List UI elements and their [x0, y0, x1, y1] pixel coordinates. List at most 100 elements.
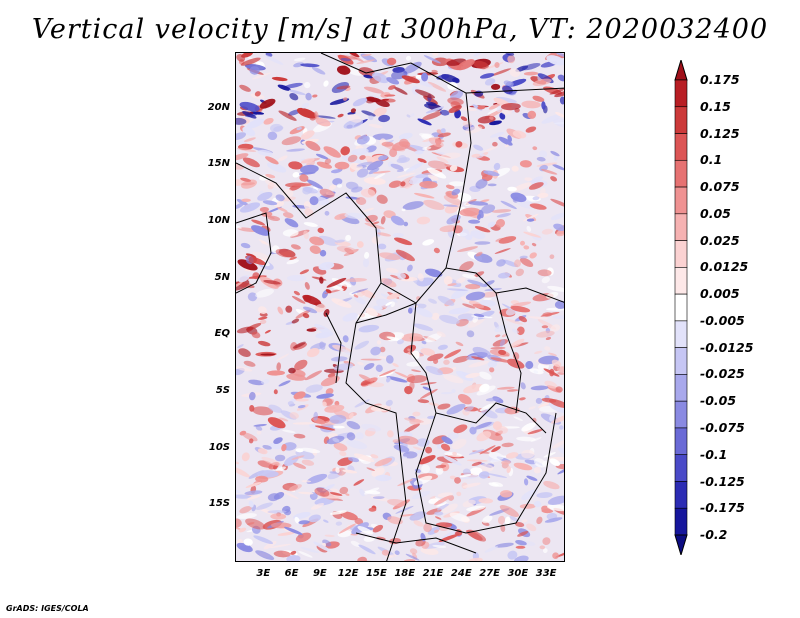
- colorbar-label: 0.005: [700, 286, 740, 302]
- velocity-blob: [500, 200, 517, 210]
- velocity-blob: [551, 359, 562, 368]
- colorbar-segment: [674, 293, 688, 322]
- velocity-blob: [513, 259, 522, 268]
- velocity-blob: [550, 212, 564, 221]
- velocity-blob: [301, 102, 310, 109]
- velocity-blob: [539, 545, 546, 550]
- colorbar-segment: [674, 240, 688, 268]
- velocity-blob: [267, 131, 278, 141]
- colorbar-label: -0.005: [700, 312, 745, 328]
- velocity-blob: [552, 315, 564, 319]
- velocity-blob: [510, 192, 527, 203]
- colorbar-label: 0.0125: [700, 259, 749, 275]
- colorbar-top-arrow: [674, 60, 688, 81]
- velocity-blob: [288, 89, 306, 96]
- colorbar-label: -0.05: [700, 393, 737, 409]
- velocity-blob: [553, 155, 558, 161]
- velocity-blob: [531, 176, 544, 183]
- velocity-blob: [293, 57, 306, 62]
- velocity-blob: [300, 130, 315, 140]
- colorbar-segment: [674, 374, 688, 402]
- colorbar-label: -0.025: [700, 366, 745, 382]
- colorbar-label: -0.2: [700, 527, 728, 542]
- velocity-blob: [246, 118, 265, 129]
- velocity-blob: [487, 221, 496, 228]
- velocity-blob: [481, 204, 496, 214]
- velocity-blob: [503, 80, 512, 86]
- colorbar-segment: [674, 481, 688, 509]
- longitude-tick-label: 24E: [450, 568, 472, 579]
- velocity-blob: [496, 213, 511, 218]
- longitude-tick-label: 6E: [284, 568, 299, 579]
- latitude-tick-label: 15N: [207, 158, 230, 170]
- colorbar: [674, 60, 688, 555]
- velocity-blob: [251, 72, 272, 80]
- velocity-blob: [522, 213, 539, 222]
- colorbar-label: -0.1: [700, 446, 728, 462]
- velocity-blob: [519, 160, 532, 168]
- velocity-blob: [468, 201, 489, 206]
- velocity-blob: [483, 146, 499, 153]
- velocity-blob: [512, 182, 532, 192]
- velocity-blob: [434, 511, 444, 516]
- velocity-blob: [240, 57, 261, 66]
- colorbar-segment: [674, 400, 688, 429]
- longitude-tick-label: 33E: [535, 568, 557, 579]
- velocity-blob: [304, 81, 311, 89]
- velocity-blob: [271, 76, 288, 82]
- latitude-tick-label: 15S: [208, 498, 230, 510]
- velocity-blob: [543, 368, 560, 377]
- velocity-blob: [556, 366, 564, 373]
- velocity-blob: [523, 231, 541, 238]
- velocity-blob: [236, 140, 247, 145]
- longitude-tick-label: 21E: [422, 568, 444, 579]
- velocity-blob: [555, 463, 564, 470]
- velocity-blob: [524, 177, 533, 182]
- velocity-blob: [273, 125, 284, 132]
- colorbar-segment: [674, 106, 688, 134]
- velocity-blob: [475, 251, 483, 257]
- velocity-blob: [523, 71, 539, 76]
- velocity-blob: [529, 252, 537, 259]
- colorbar-label: 0.15: [700, 98, 731, 114]
- velocity-blob: [305, 92, 312, 101]
- velocity-blob: [277, 84, 291, 91]
- latitude-tick-label: 10N: [207, 215, 230, 226]
- velocity-blob: [492, 141, 498, 147]
- velocity-blob: [489, 132, 505, 138]
- longitude-tick-label: 3E: [256, 568, 271, 579]
- velocity-blob: [403, 451, 418, 459]
- velocity-blob: [494, 62, 500, 68]
- colorbar-segment: [674, 213, 688, 241]
- velocity-blob: [283, 82, 303, 89]
- velocity-blob: [265, 156, 279, 165]
- velocity-blob: [239, 101, 260, 112]
- velocity-blob: [504, 53, 515, 56]
- velocity-blob: [541, 168, 558, 175]
- velocity-blob: [249, 66, 260, 75]
- velocity-blob: [259, 98, 276, 109]
- velocity-blob: [494, 542, 514, 548]
- colorbar-bottom-arrow: [674, 534, 688, 555]
- velocity-blob: [475, 179, 488, 189]
- velocity-blob: [555, 386, 563, 393]
- velocity-blob: [532, 196, 540, 201]
- velocity-blob: [470, 230, 486, 240]
- velocity-blob: [263, 117, 274, 125]
- colorbar-label: 0.125: [700, 125, 740, 141]
- velocity-blob: [473, 53, 482, 57]
- colorbar-segment: [674, 186, 688, 215]
- velocity-blob: [281, 136, 302, 146]
- velocity-blob: [541, 114, 562, 124]
- velocity-blob: [511, 165, 519, 172]
- velocity-blob: [300, 158, 315, 164]
- velocity-blob: [473, 60, 489, 70]
- velocity-blob: [542, 537, 551, 545]
- velocity-blob: [526, 225, 532, 232]
- velocity-blob: [553, 118, 564, 128]
- velocity-blob: [532, 146, 538, 151]
- colorbar-segment: [674, 320, 688, 348]
- velocity-blob: [536, 156, 546, 162]
- velocity-blob: [541, 101, 546, 110]
- velocity-blob: [286, 148, 305, 152]
